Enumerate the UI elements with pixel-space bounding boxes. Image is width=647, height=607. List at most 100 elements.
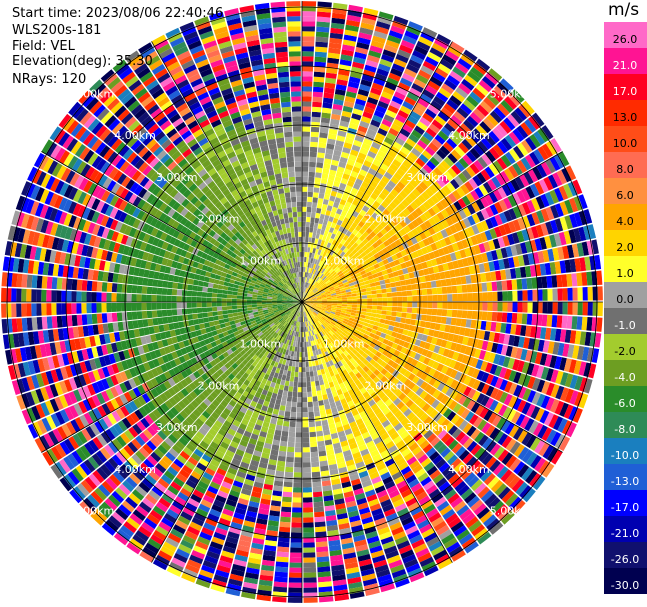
- velocity-gate: [559, 329, 567, 343]
- velocity-gate: [531, 277, 538, 289]
- velocity-gate: [455, 431, 466, 443]
- velocity-gate: [491, 342, 499, 353]
- velocity-gate: [404, 119, 416, 129]
- velocity-gate: [302, 66, 314, 72]
- velocity-gate: [519, 174, 530, 187]
- velocity-gate: [387, 340, 394, 348]
- velocity-gate: [587, 224, 596, 239]
- velocity-gate: [402, 186, 412, 196]
- velocity-gate: [295, 432, 302, 438]
- velocity-gate: [419, 93, 432, 104]
- velocity-gate: [480, 320, 487, 331]
- velocity-gate: [462, 293, 468, 302]
- velocity-gate: [371, 82, 384, 91]
- velocity-gate: [467, 70, 481, 83]
- velocity-gate: [411, 147, 422, 158]
- velocity-gate: [512, 162, 523, 176]
- velocity-gate: [559, 436, 571, 452]
- velocity-gate: [372, 114, 383, 123]
- velocity-gate: [486, 341, 494, 352]
- velocity-gate: [281, 501, 292, 508]
- velocity-gate: [579, 257, 587, 272]
- velocity-gate: [279, 526, 291, 533]
- velocity-gate: [406, 307, 413, 313]
- velocity-gate: [315, 385, 321, 392]
- velocity-gate: [327, 179, 334, 186]
- velocity-gate: [420, 31, 435, 43]
- velocity-gate: [311, 263, 315, 269]
- velocity-gate: [431, 233, 440, 243]
- velocity-gate: [354, 135, 364, 143]
- velocity-gate: [302, 101, 312, 107]
- velocity-gate: [440, 394, 450, 405]
- velocity-gate: [561, 274, 568, 287]
- velocity-gate: [453, 222, 462, 232]
- velocity-gate: [481, 252, 489, 263]
- velocity-gate: [327, 254, 332, 260]
- velocity-gate: [362, 238, 369, 245]
- velocity-gate: [362, 264, 369, 270]
- velocity-gate: [327, 303, 332, 305]
- velocity-gate: [317, 266, 322, 272]
- velocity-gate: [312, 101, 322, 108]
- velocity-gate: [467, 302, 473, 310]
- velocity-gate: [449, 214, 458, 224]
- velocity-gate: [332, 317, 338, 322]
- velocity-gate: [337, 281, 344, 286]
- velocity-gate: [457, 230, 466, 241]
- velocity-gate: [337, 243, 343, 250]
- velocity-gate: [294, 346, 298, 352]
- velocity-gate: [410, 319, 416, 326]
- velocity-gate: [360, 261, 367, 267]
- velocity-gate: [502, 235, 510, 247]
- velocity-gate: [554, 328, 562, 342]
- velocity-gate: [452, 260, 459, 269]
- velocity-gate: [382, 208, 391, 217]
- velocity-gate: [331, 303, 338, 306]
- velocity-gate: [349, 315, 356, 319]
- velocity-gate: [454, 146, 466, 157]
- velocity-gate: [359, 120, 370, 129]
- velocity-gate: [504, 96, 518, 110]
- velocity-gate: [315, 308, 321, 311]
- velocity-gate: [359, 84, 371, 92]
- velocity-gate: [376, 289, 382, 294]
- velocity-gate: [433, 167, 443, 178]
- velocity-gate: [358, 185, 367, 194]
- velocity-gate: [417, 194, 427, 204]
- velocity-gate: [485, 385, 495, 397]
- velocity-gate: [325, 279, 331, 285]
- velocity-gate: [290, 547, 302, 553]
- velocity-gate: [547, 341, 555, 354]
- velocity-gate: [562, 245, 570, 259]
- velocity-gate: [508, 257, 515, 268]
- velocity-gate: [370, 87, 382, 96]
- velocity-gate: [306, 304, 311, 308]
- velocity-gate: [500, 419, 511, 432]
- velocity-gate: [346, 304, 353, 307]
- velocity-gate: [329, 255, 335, 262]
- velocity-gate: [388, 127, 399, 137]
- velocity-gate: [454, 381, 463, 392]
- velocity-gate: [317, 286, 323, 291]
- velocity-gate: [317, 1, 332, 8]
- velocity-gate: [402, 296, 408, 302]
- velocity-gate: [341, 294, 347, 298]
- velocity-gate: [307, 396, 313, 403]
- velocity-gate: [304, 282, 307, 288]
- velocity-gate: [423, 253, 431, 262]
- velocity-gate: [450, 379, 459, 389]
- velocity-gate: [435, 201, 445, 212]
- velocity-gate: [346, 291, 352, 295]
- velocity-gate: [500, 137, 513, 151]
- velocity-gate: [303, 512, 314, 518]
- velocity-gate: [319, 409, 326, 416]
- velocity-gate: [340, 238, 346, 245]
- velocity-gate: [436, 221, 445, 231]
- velocity-gate: [310, 217, 315, 223]
- velocity-gate: [294, 447, 302, 453]
- velocity-gate: [583, 225, 592, 240]
- velocity-gate: [426, 174, 436, 184]
- velocity-gate: [302, 166, 309, 172]
- velocity-gate: [465, 275, 472, 284]
